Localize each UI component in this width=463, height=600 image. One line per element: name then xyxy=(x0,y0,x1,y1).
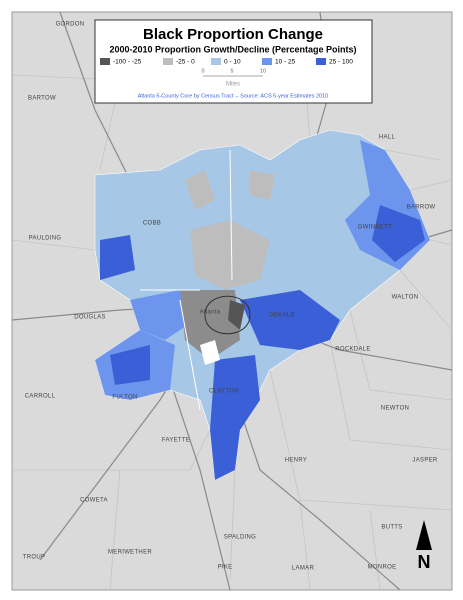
scale-tick-label: 0 xyxy=(201,68,204,74)
tract-areas xyxy=(94,129,431,481)
legend-subtitle: 2000-2010 Proportion Growth/Decline (Per… xyxy=(109,44,356,54)
north-arrow: N xyxy=(416,520,432,572)
legend-label: -25 - 0 xyxy=(176,59,195,66)
county-label: COBB xyxy=(143,221,161,227)
tract-darkest xyxy=(228,300,245,330)
legend-swatch xyxy=(163,58,173,65)
county-label: BARTOW xyxy=(28,96,56,102)
legend-swatch xyxy=(316,58,326,65)
airport xyxy=(200,340,220,365)
tract-blue xyxy=(130,290,195,340)
county-label: CLAYTON xyxy=(209,389,239,395)
county-label: Atlanta xyxy=(200,310,221,316)
tract-dark-blue xyxy=(240,290,340,350)
scale-unit: Miles xyxy=(226,82,240,88)
tract-dark-blue xyxy=(100,235,135,280)
county-label: FULTON xyxy=(112,395,137,401)
scale-tick-label: 5 xyxy=(230,68,233,74)
county-label: GWINNETT xyxy=(358,225,392,231)
legend-swatch xyxy=(262,58,272,65)
tract-dark-blue xyxy=(110,345,150,385)
county-label: DEKALB xyxy=(269,313,294,319)
county-label: MERIWETHER xyxy=(108,550,152,556)
legend-items: -100 - -25 -25 - 0 0 - 10 10 - 25 25 - 100 0 5… xyxy=(100,58,353,77)
county-label: CARROLL xyxy=(25,394,56,400)
tract-gray xyxy=(185,170,215,210)
legend-swatch xyxy=(100,58,110,65)
legend-label: 25 - 100 xyxy=(329,59,353,66)
legend-label: -100 - -25 xyxy=(113,59,142,66)
county-label: MONROE xyxy=(368,565,397,571)
north-label: N xyxy=(418,552,431,572)
county-label: FAYETTE xyxy=(162,438,190,444)
county-label: PIKE xyxy=(218,565,233,571)
legend-swatch xyxy=(211,58,221,65)
county-label: ROCKDALE xyxy=(335,347,370,353)
county-label: LAMAR xyxy=(292,566,315,572)
legend-label: 10 - 25 xyxy=(275,59,296,66)
scale-tick-label: 10 xyxy=(260,68,266,74)
county-label: COWETA xyxy=(80,498,108,504)
county-label: GORDON xyxy=(56,22,85,28)
county-label: WALTON xyxy=(392,295,419,301)
legend-source: Atlanta 5-County Core by Census Tract --… xyxy=(138,93,328,99)
county-label: BUTTS xyxy=(381,525,402,531)
county-label: NEWTON xyxy=(381,406,409,412)
county-label: SPALDING xyxy=(224,535,256,541)
tract-gray xyxy=(250,170,275,200)
tract-dark-blue xyxy=(210,355,260,480)
county-label: TROUP xyxy=(23,555,46,561)
county-lines xyxy=(140,149,233,411)
perimeter xyxy=(204,295,251,335)
tract-dark-blue xyxy=(372,205,425,262)
north-arrow-head xyxy=(416,520,432,550)
county-label: PAULDING xyxy=(29,236,62,242)
legend-title: Black Proportion Change xyxy=(143,26,323,43)
county-labels: GORDON BARTOW HALL BARROW PAULDING COBB GWINNE… xyxy=(23,22,438,572)
tract-dark-gray xyxy=(180,290,240,360)
county-label: BARROW xyxy=(407,205,436,211)
legend: Black Proportion Change 2000-2010 Propor… xyxy=(94,19,373,104)
county-label: DOUGLAS xyxy=(74,315,105,321)
county-label: HENRY xyxy=(285,458,307,464)
county-label: JASPER xyxy=(412,458,438,464)
tract-gray xyxy=(190,220,270,290)
county-label: HALL xyxy=(379,135,396,141)
legend-label: 0 - 10 xyxy=(224,59,241,66)
